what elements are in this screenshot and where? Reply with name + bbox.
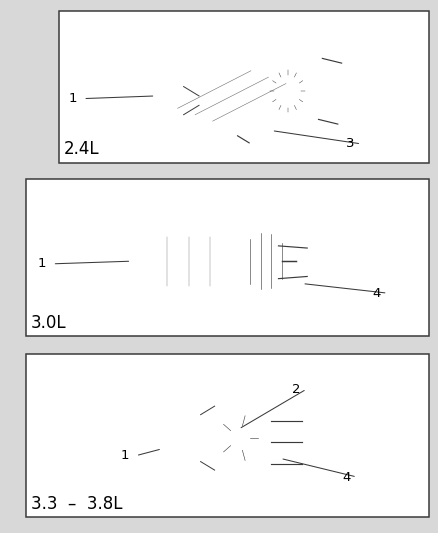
Text: 1: 1	[38, 257, 46, 270]
Text: 1: 1	[68, 92, 77, 105]
FancyBboxPatch shape	[59, 11, 429, 163]
Ellipse shape	[336, 123, 341, 127]
Ellipse shape	[310, 247, 314, 249]
Bar	[214, 231, 243, 292]
Text: 2.4L: 2.4L	[64, 140, 99, 158]
Ellipse shape	[247, 143, 252, 146]
Ellipse shape	[340, 62, 345, 66]
Ellipse shape	[304, 441, 309, 444]
FancyBboxPatch shape	[26, 179, 429, 336]
Text: 3.0L: 3.0L	[31, 314, 66, 332]
Text: 3: 3	[346, 138, 355, 150]
FancyBboxPatch shape	[26, 354, 429, 517]
Ellipse shape	[304, 419, 309, 423]
Ellipse shape	[304, 462, 309, 465]
Text: 2: 2	[292, 383, 300, 395]
Text: 4: 4	[342, 471, 350, 483]
Text: 4: 4	[373, 287, 381, 300]
Text: 1: 1	[121, 449, 129, 462]
Text: 3.3  –  3.8L: 3.3 – 3.8L	[31, 495, 122, 513]
Ellipse shape	[310, 275, 314, 278]
